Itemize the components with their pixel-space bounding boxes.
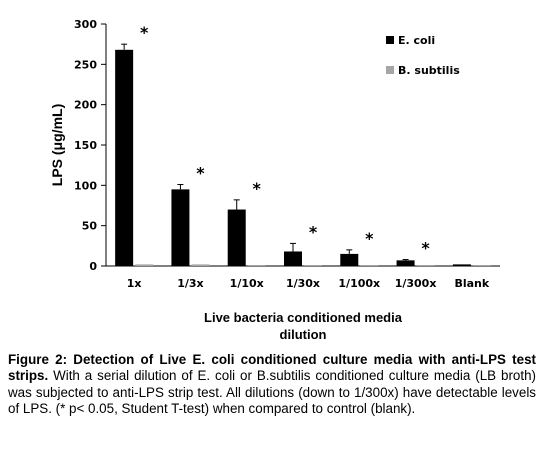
x-tick-label: 1/3x (177, 277, 203, 290)
figure-caption: Figure 2: Detection of Live E. coli cond… (8, 352, 536, 418)
significance-marker: * (309, 222, 318, 241)
significance-marker: * (253, 179, 262, 198)
bar-ecoli (396, 260, 415, 266)
bar-chart: 0 50 100 150 200 250 300 LPS (μg/mL) * 1x * 1/3x * 1/… (49, 18, 500, 340)
significance-marker: * (140, 23, 149, 42)
significance-marker: * (365, 229, 374, 248)
x-tick-label: 1/100x (338, 277, 380, 290)
significance-marker: * (196, 164, 205, 183)
legend-swatch (386, 36, 394, 44)
x-tick-label: 1/30x (286, 277, 320, 290)
y-tick-label: 150 (74, 139, 97, 152)
bar-bsubtilis (247, 265, 266, 266)
chart: 0 50 100 150 200 250 300 LPS (μg/mL) * 1x * 1/3x * 1/… (49, 18, 500, 340)
x-tick-label: 1/300x (395, 277, 437, 290)
legend-label: B. subtilis (398, 64, 460, 77)
bar-bsubtilis (304, 265, 322, 266)
y-tick-label: 300 (74, 18, 97, 31)
bar-ecoli (452, 264, 471, 266)
bar-bsubtilis (416, 265, 435, 266)
y-tick-label: 200 (74, 99, 97, 112)
legend-label: E. coli (398, 34, 435, 47)
bar-bsubtilis (135, 264, 154, 266)
y-axis-label: LPS (μg/mL) (49, 104, 65, 186)
caption-text: With a serial dilution of E. coli or B.s… (8, 368, 536, 417)
bar-ecoli (171, 189, 190, 266)
caption-title: Figure 2: Detection of Live E. coli cond… (8, 352, 536, 384)
bar-bsubtilis (472, 265, 491, 266)
x-tick-label: Blank (454, 277, 489, 290)
x-tick-label: 1x (127, 277, 142, 290)
y-tick-label: 50 (82, 220, 98, 233)
x-axis-label: Live bacteria conditioned media (204, 310, 403, 325)
y-tick-label: 250 (74, 58, 97, 71)
y-tick-label: 100 (74, 179, 97, 192)
bar-ecoli (227, 209, 246, 266)
x-tick-label: 1/10x (230, 277, 264, 290)
bar-ecoli (115, 49, 134, 267)
y-tick-label: 0 (89, 260, 97, 273)
bar-bsubtilis (191, 264, 210, 266)
bar-ecoli (284, 251, 302, 266)
x-axis-label: dilution (280, 327, 327, 340)
bar-bsubtilis (360, 265, 379, 266)
legend-swatch (386, 66, 394, 74)
significance-marker: * (421, 239, 430, 258)
bar-ecoli (340, 253, 359, 266)
